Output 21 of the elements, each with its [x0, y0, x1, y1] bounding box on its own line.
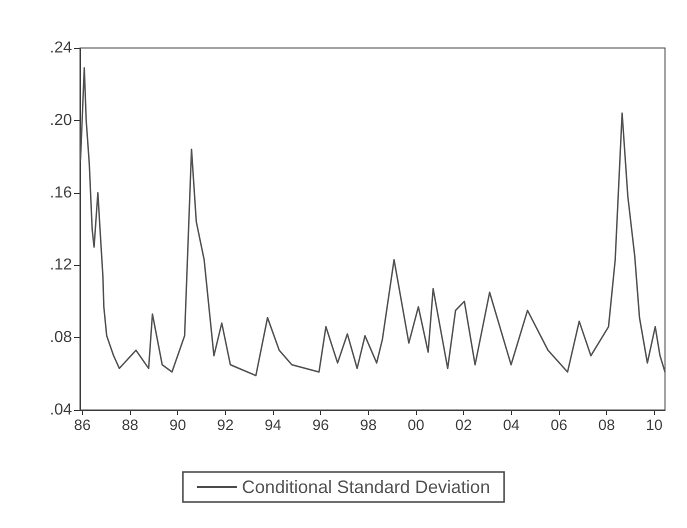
x-tick-label: 88 [122, 417, 138, 434]
y-tick-label: .04 [50, 402, 72, 418]
x-tick-label: 86 [74, 417, 91, 434]
x-tick-label: 02 [455, 417, 472, 434]
y-tick-label: .16 [50, 184, 72, 202]
x-tick-label: 92 [217, 417, 234, 434]
x-tick-label: 04 [502, 417, 520, 434]
y-tick-label: .12 [50, 256, 72, 274]
x-tick-label: 08 [598, 417, 615, 434]
legend-label: Conditional Standard Deviation [242, 477, 490, 497]
x-tick-label: 98 [360, 417, 377, 434]
line-series [80, 67, 666, 376]
x-tick-label: 96 [312, 417, 330, 434]
x-tick-label: 10 [646, 417, 663, 434]
y-tick-label: .20 [50, 112, 72, 129]
x-tick-label: 00 [408, 417, 424, 434]
y-tick-label: .24 [50, 40, 72, 56]
x-tick-label: 94 [264, 417, 282, 434]
y-tick-label: .08 [50, 329, 72, 346]
x-tick-label: 06 [550, 417, 568, 434]
x-tick-label: 90 [169, 417, 186, 434]
